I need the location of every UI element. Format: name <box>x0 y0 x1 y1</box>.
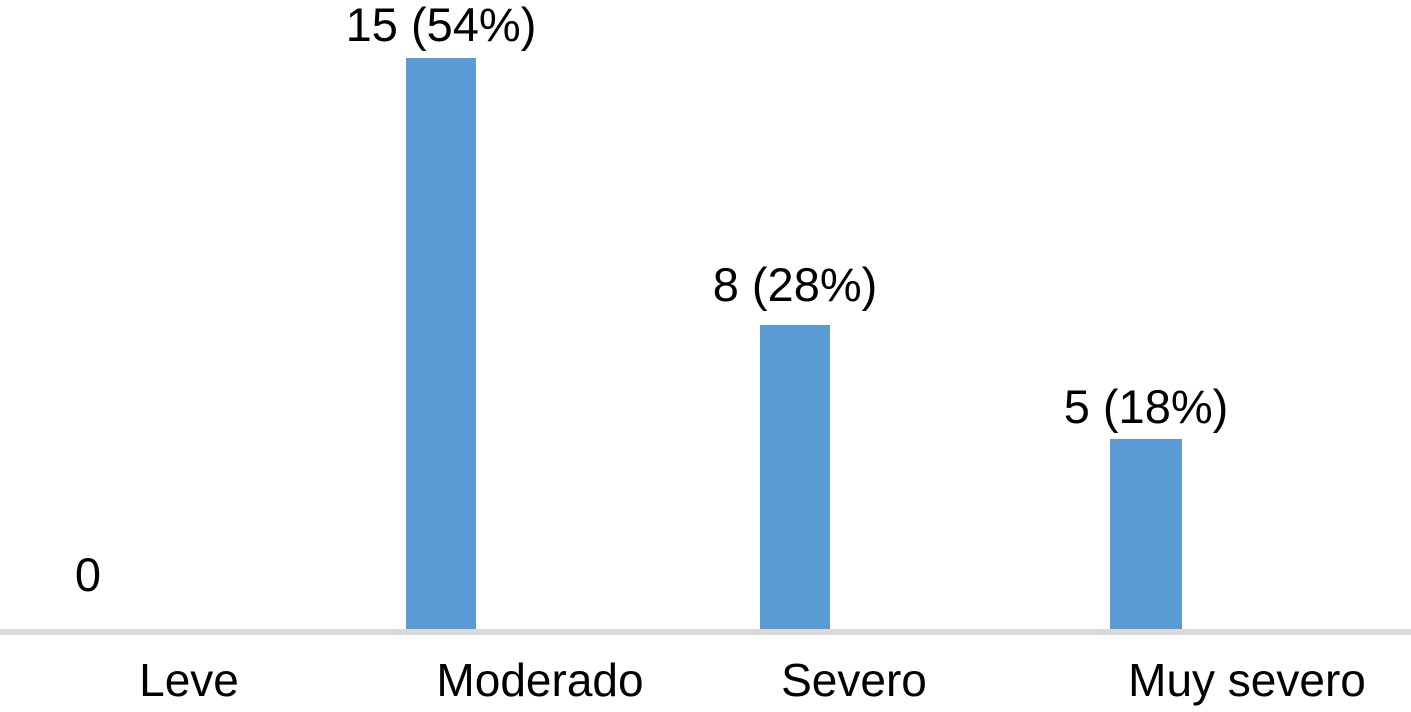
bar-moderado <box>406 58 476 630</box>
bar-severo <box>760 325 830 630</box>
category-label-muy-severo: Muy severo <box>1128 654 1366 706</box>
category-label-moderado: Moderado <box>436 654 644 706</box>
category-label-leve: Leve <box>139 654 239 706</box>
data-label-severo: 8 (28%) <box>712 258 878 311</box>
data-label-moderado: 15 (54%) <box>345 0 537 51</box>
bar-muy-severo <box>1110 439 1182 630</box>
data-label-muy-severo: 5 (18%) <box>1063 380 1229 433</box>
category-label-severo: Severo <box>781 654 927 706</box>
data-label-leve: 0 <box>74 548 102 601</box>
x-axis-line <box>0 629 1411 635</box>
